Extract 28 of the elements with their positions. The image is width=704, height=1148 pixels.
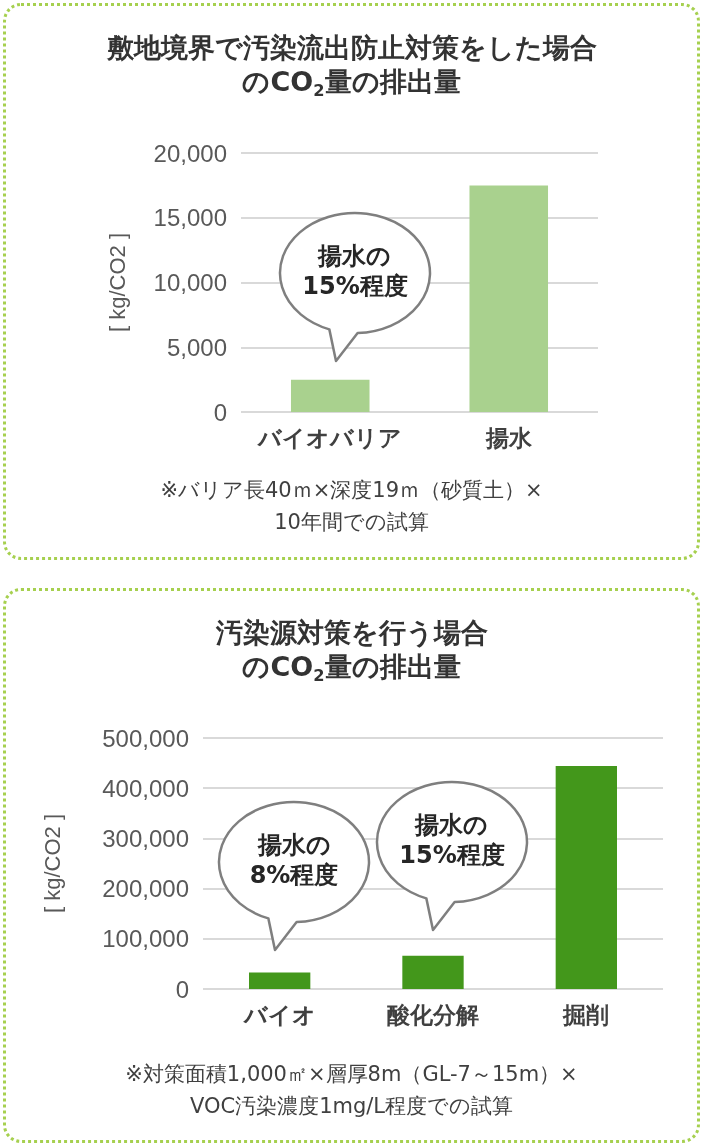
y-axis-title: [ kg/CO2 ] <box>39 813 65 914</box>
y-tick-label: 500,000 <box>102 724 189 752</box>
x-tick-label: 揚水 <box>484 424 533 451</box>
y-tick-label: 100,000 <box>102 925 189 953</box>
y-tick-label: 20,000 <box>153 139 227 167</box>
annotation: 揚水の 15%程度 <box>302 241 408 301</box>
annotation: 揚水の 15%程度 <box>399 810 505 870</box>
y-tick-label: 15,000 <box>153 204 227 232</box>
y-tick-label: 5,000 <box>166 333 227 361</box>
y-tick-label: 0 <box>175 975 189 1003</box>
bar <box>555 766 617 989</box>
x-tick-label: 酸化分解 <box>387 1001 479 1028</box>
y-tick-label: 300,000 <box>102 824 189 852</box>
bar <box>402 955 464 989</box>
x-tick-label: バイオバリア <box>256 424 403 451</box>
chart-title: 汚染源対策を行う場合のCO$_{2}$量の排出量 <box>214 616 489 685</box>
x-tick-label: バイオ <box>241 1001 316 1028</box>
y-tick-label: 200,000 <box>102 875 189 903</box>
y-tick-label: 400,000 <box>102 774 189 802</box>
text: ※対策面積1,000㎡×層厚8m（GL-7～15m）× VOC汚染濃度1mg/L程度での試算 <box>124 1061 579 1120</box>
x-tick-label: 掘削 <box>562 1001 610 1028</box>
annotation: 揚水の 8%程度 <box>249 830 339 890</box>
bar <box>249 972 311 989</box>
y-axis-title: [ kg/CO2 ] <box>104 232 130 333</box>
y-tick-label: 10,000 <box>153 269 227 296</box>
text: ※バリア長40ｍ×深度19ｍ（砂質土）× 10年間での試算 <box>159 477 544 536</box>
chart-title: 敷地境界で汚染流出防止対策をした場合のCO$_{2}$量の排出量 <box>105 31 598 100</box>
y-tick-label: 0 <box>213 398 227 426</box>
